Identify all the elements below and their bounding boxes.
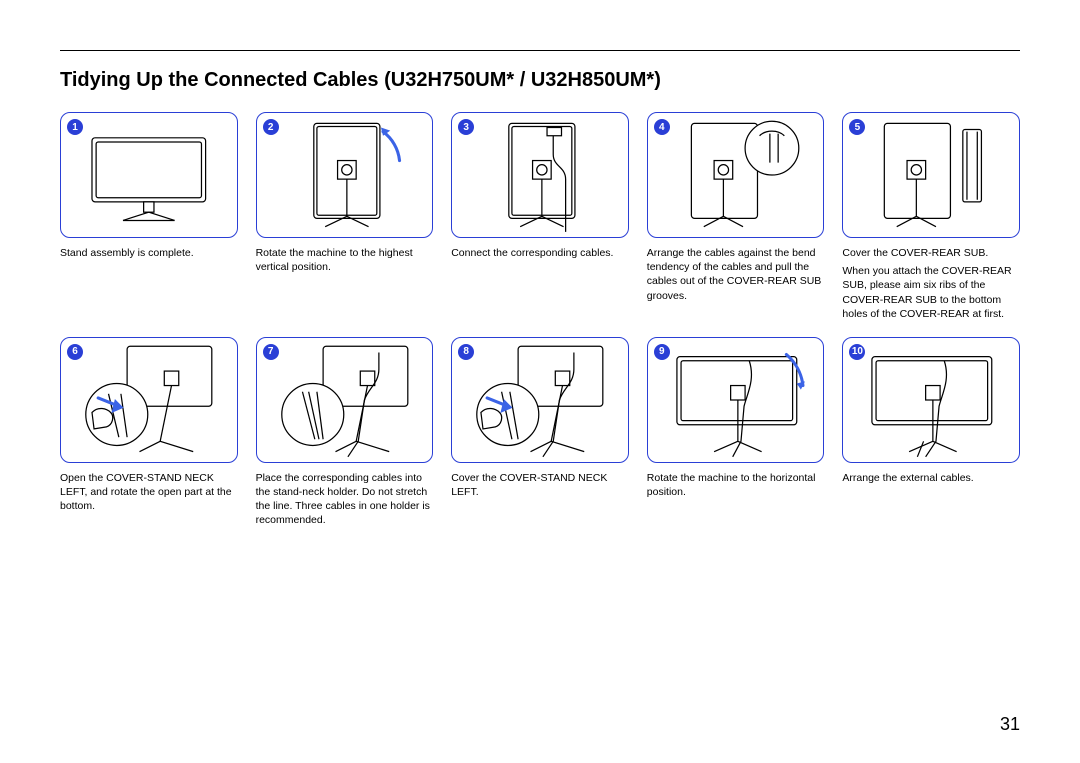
step-caption: Arrange the external cables. xyxy=(842,471,1020,485)
horizontal-rule xyxy=(60,50,1020,51)
step-number-badge: 6 xyxy=(67,344,83,360)
illustration-rotate-up xyxy=(257,113,433,237)
step-number-badge: 4 xyxy=(654,119,670,135)
illustration-cover-neck-left xyxy=(452,338,628,462)
step-number-badge: 9 xyxy=(654,344,670,360)
illustration-arrange-cables-grooves xyxy=(648,113,824,237)
step-panel: 10 xyxy=(842,337,1020,463)
step-9: 9 Rotate th xyxy=(647,337,825,528)
step-caption: Stand assembly is complete. xyxy=(60,246,238,260)
illustration-stand-complete xyxy=(61,113,237,237)
step-caption: Connect the corresponding cables. xyxy=(451,246,629,260)
steps-grid: 1 Stand assembly is complete. 2 xyxy=(60,112,1020,528)
step-caption: Cover the COVER-STAND NECK LEFT. xyxy=(451,471,629,499)
step-panel: 9 xyxy=(647,337,825,463)
illustration-cover-rear-sub xyxy=(843,113,1019,237)
step-caption: Rotate the machine to the horizontal pos… xyxy=(647,471,825,499)
step-5: 5 Cover the COVER-REAR SUB. W xyxy=(842,112,1020,321)
step-7: 7 xyxy=(256,337,434,528)
step-caption-secondary: When you attach the COVER-REAR SUB, plea… xyxy=(842,264,1020,321)
step-panel: 8 xyxy=(451,337,629,463)
page-number: 31 xyxy=(1000,714,1020,735)
step-panel: 1 xyxy=(60,112,238,238)
page-title: Tidying Up the Connected Cables (U32H750… xyxy=(60,69,1020,92)
step-number-badge: 7 xyxy=(263,344,279,360)
step-number-badge: 1 xyxy=(67,119,83,135)
step-caption: Cover the COVER-REAR SUB. xyxy=(842,246,1020,260)
illustration-rotate-horizontal xyxy=(648,338,824,462)
step-number-badge: 8 xyxy=(458,344,474,360)
illustration-arrange-external xyxy=(843,338,1019,462)
step-number-badge: 2 xyxy=(263,119,279,135)
step-8: 8 xyxy=(451,337,629,528)
step-caption: Rotate the machine to the highest vertic… xyxy=(256,246,434,274)
illustration-place-cables-neck xyxy=(257,338,433,462)
step-panel: 5 xyxy=(842,112,1020,238)
step-caption: Place the corresponding cables into the … xyxy=(256,471,434,528)
illustration-connect-cables xyxy=(452,113,628,237)
step-panel: 2 xyxy=(256,112,434,238)
step-1: 1 Stand assembly is complete. xyxy=(60,112,238,321)
step-caption: Open the COVER-STAND NECK LEFT, and rota… xyxy=(60,471,238,514)
step-10: 10 Arrange the external cables. xyxy=(842,337,1020,528)
step-4: 4 Arran xyxy=(647,112,825,321)
step-panel: 7 xyxy=(256,337,434,463)
step-3: 3 Conne xyxy=(451,112,629,321)
step-panel: 3 xyxy=(451,112,629,238)
step-panel: 4 xyxy=(647,112,825,238)
step-2: 2 xyxy=(256,112,434,321)
step-caption: Arrange the cables against the bend tend… xyxy=(647,246,825,303)
step-panel: 6 xyxy=(60,337,238,463)
step-6: 6 xyxy=(60,337,238,528)
illustration-open-neck-cover xyxy=(61,338,237,462)
